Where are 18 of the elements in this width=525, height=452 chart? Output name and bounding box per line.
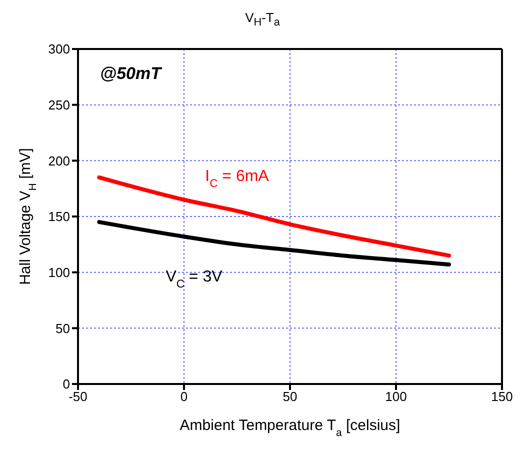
x-tick-label: -50 (68, 389, 88, 404)
y-tick-label: 250 (48, 97, 70, 112)
x-tick-label: 0 (180, 389, 188, 404)
x-axis-title: Ambient Temperature T$_{a}$ [celsius] (180, 417, 400, 439)
x-tick-label: 150 (491, 389, 513, 404)
annotation: @50mT (100, 64, 161, 84)
y-tick-label: 100 (48, 264, 70, 280)
x-tick-label: 100 (385, 389, 407, 404)
series-label: I$_{C}$ = 6mA (205, 168, 270, 190)
chart-title: V$_{H}$-T$_{a}$ (244, 10, 281, 29)
y-tick-label: 200 (48, 153, 70, 168)
series-label: V$_{C}$ = 3V (166, 268, 223, 291)
y-tick-label: 50 (56, 320, 70, 336)
line-series (97, 220, 451, 267)
y-tick-label: 300 (48, 42, 70, 57)
y-tick-label: 0 (62, 376, 70, 392)
x-tick-label: 50 (282, 389, 298, 404)
y-tick-label: 150 (48, 209, 70, 224)
